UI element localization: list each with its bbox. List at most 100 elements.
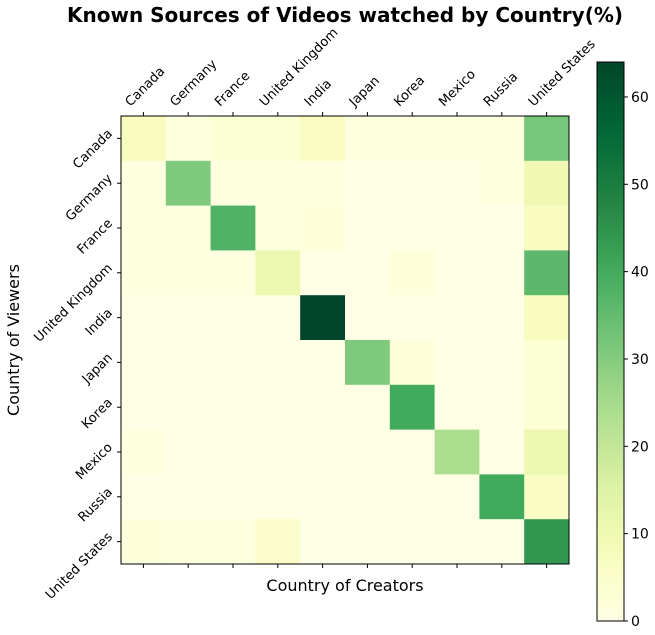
heatmap-cell [255, 519, 301, 565]
heatmap-cell [345, 429, 391, 475]
heatmap-cell [165, 474, 212, 520]
heatmap-cell [524, 295, 570, 341]
heatmap-cell [255, 429, 301, 475]
heatmap-cell [479, 340, 525, 386]
heatmap-cell [165, 250, 212, 296]
heatmap-cell [210, 205, 256, 251]
heatmap-cell [121, 205, 167, 251]
colorbar-tick-label: 30 [631, 352, 649, 368]
heatmap-cell [479, 250, 525, 296]
heatmap-cell [210, 160, 256, 207]
heatmap-cell [434, 250, 480, 296]
heatmap-cell [255, 340, 301, 386]
heatmap-cell [121, 250, 167, 296]
heatmap-cell [434, 429, 480, 475]
heatmap-cell [300, 474, 346, 520]
heatmap-cell [389, 429, 436, 475]
heatmap-cell [255, 160, 301, 207]
heatmap-cell [345, 340, 391, 386]
heatmap-cell [165, 519, 212, 565]
heatmap-cell [389, 474, 436, 520]
colorbar-tick-label: 10 [631, 527, 649, 543]
y-tick-label: Japan [79, 351, 116, 388]
heatmap-cell [165, 429, 212, 475]
heatmap-cell [524, 474, 570, 520]
heatmap-cell [165, 116, 212, 162]
heatmap-cell [300, 116, 346, 162]
heatmap-cell [479, 160, 525, 207]
heatmap-cell [479, 429, 525, 475]
heatmap-cell [434, 116, 480, 162]
heatmap-cell [479, 474, 525, 520]
heatmap-cell [389, 519, 436, 565]
x-tick-label: Canada [123, 64, 169, 110]
x-tick-label: India [302, 77, 335, 110]
heatmap-cell [255, 295, 301, 341]
heatmap-cell [255, 116, 301, 162]
y-tick-label: Korea [79, 395, 116, 432]
heatmap-cell [389, 160, 436, 207]
heatmap-cell [389, 250, 436, 296]
heatmap-cell [524, 205, 570, 251]
heatmap-cell [524, 160, 570, 207]
heatmap-cell [255, 205, 301, 251]
heatmap-cell [524, 429, 570, 475]
heatmap-cell [255, 474, 301, 520]
heatmap-cell [389, 205, 436, 251]
heatmap-cell [300, 340, 346, 386]
heatmap-cell [165, 205, 212, 251]
x-tick-label: France [212, 69, 253, 110]
colorbar-ticks: 0 10 20 30 40 50 60 [624, 90, 649, 630]
heatmap-cell [210, 250, 256, 296]
heatmap-cell [389, 295, 436, 341]
heatmap-cell [479, 519, 525, 565]
chart-title: Known Sources of Videos watched by Count… [67, 3, 623, 27]
colorbar-tick-label: 0 [631, 614, 640, 630]
y-axis-label: Country of Viewers [4, 264, 23, 416]
colorbar-tick-label: 50 [631, 177, 649, 193]
heatmap-cell [479, 384, 525, 431]
y-tick-label: United States [43, 530, 116, 603]
heatmap-cell [434, 474, 480, 520]
heatmap-cell [434, 160, 480, 207]
heatmap-cell [210, 474, 256, 520]
heatmap-cell [121, 340, 167, 386]
heatmap-cell [434, 295, 480, 341]
heatmap-cell [479, 116, 525, 162]
heatmap-cell [300, 205, 346, 251]
heatmap-cell [210, 519, 256, 565]
heatmap-cell [210, 116, 256, 162]
heatmap-cell [524, 250, 570, 296]
heatmap-cell [434, 340, 480, 386]
heatmap-cells [121, 116, 570, 565]
heatmap-cell [300, 160, 346, 207]
heatmap-cell [345, 205, 391, 251]
heatmap-cell [524, 384, 570, 431]
heatmap-cell [434, 519, 480, 565]
x-tick-label: United Kingdom [257, 25, 341, 109]
heatmap-cell [300, 295, 346, 341]
y-tick-label: Germany [63, 171, 116, 224]
heatmap-cell [345, 474, 391, 520]
x-axis-label: Country of Creators [266, 576, 423, 595]
heatmap-cell [479, 205, 525, 251]
heatmap-cell [165, 160, 212, 207]
colorbar-tick-label: 20 [631, 439, 649, 455]
heatmap-cell [121, 384, 167, 431]
heatmap-cell [434, 384, 480, 431]
heatmap-cell [389, 384, 436, 431]
heatmap-cell [300, 384, 346, 431]
heatmap-cell [300, 519, 346, 565]
heatmap-cell [210, 295, 256, 341]
heatmap-cell [121, 160, 167, 207]
heatmap-cell [300, 250, 346, 296]
y-tick-label: India [83, 306, 116, 339]
heatmap-cell [345, 160, 391, 207]
heatmap-cell [345, 295, 391, 341]
heatmap-cell [121, 116, 167, 162]
x-tick-label: Russia [481, 70, 521, 110]
heatmap-cell [255, 250, 301, 296]
heatmap-cell [121, 429, 167, 475]
heatmap-cell [345, 384, 391, 431]
